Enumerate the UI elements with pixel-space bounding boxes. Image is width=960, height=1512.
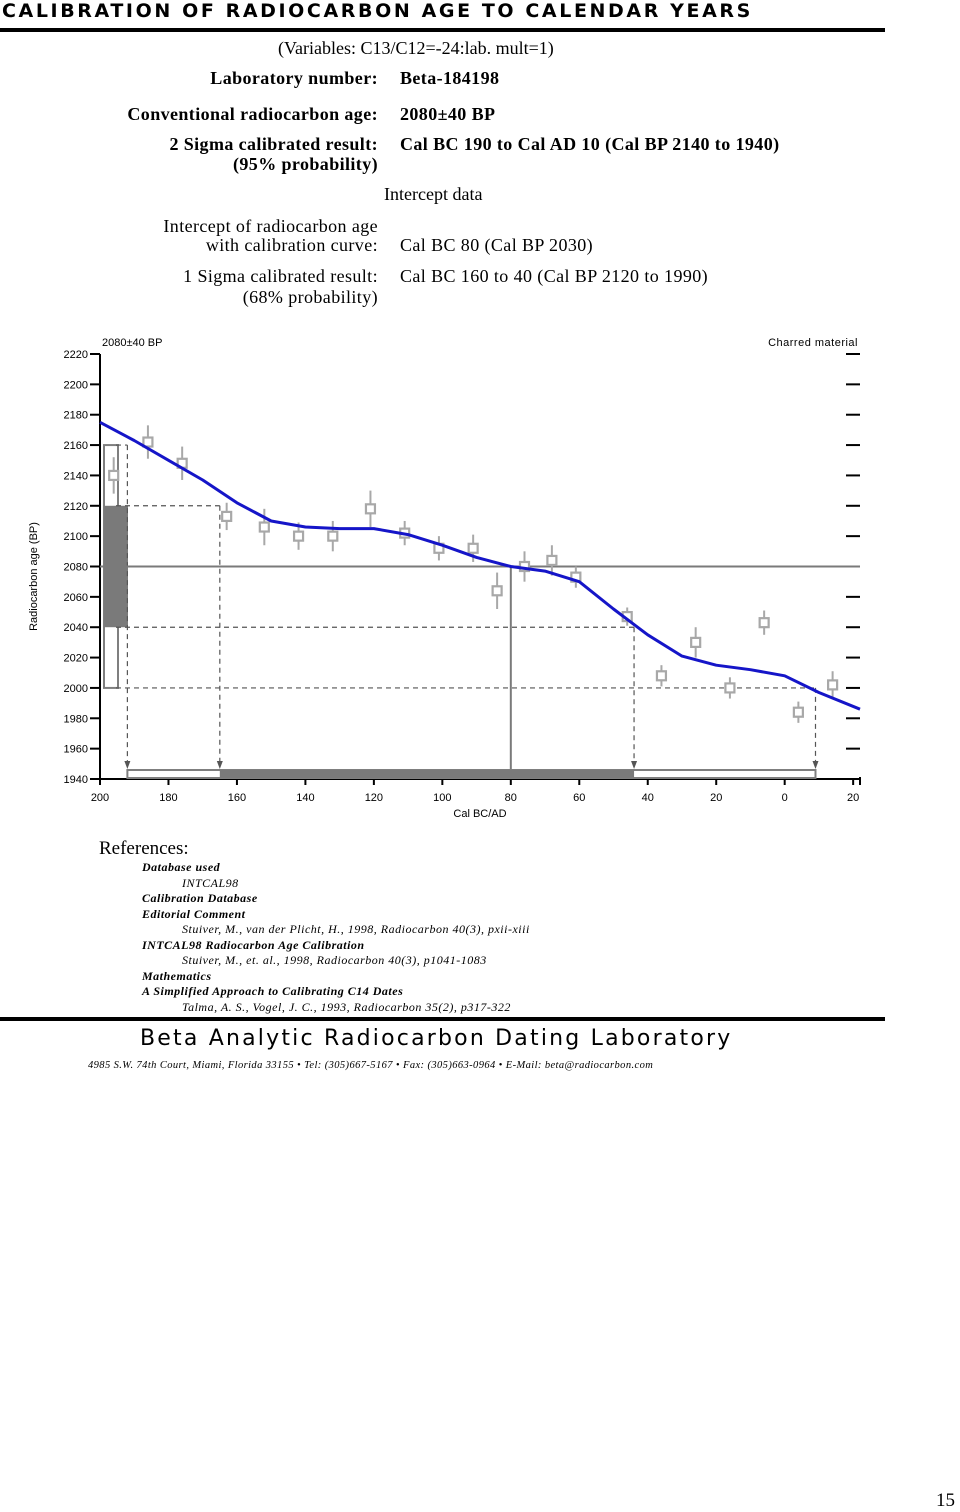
reference-heading: INTCAL98 Radiocarbon Age Calibration xyxy=(142,937,365,952)
intercept-label-line2: with calibration curve: xyxy=(205,235,378,255)
x-tick-label: 160 xyxy=(228,792,246,804)
y-tick-label: 2220 xyxy=(64,349,88,361)
measured-age-label: 2080±40 BP xyxy=(102,337,162,349)
header-rule xyxy=(0,28,885,32)
reference-heading: Editorial Comment xyxy=(142,906,246,921)
y-tick-label: 2020 xyxy=(64,653,88,665)
sample-material-label: Charred material xyxy=(768,337,858,349)
reference-heading: Calibration Database xyxy=(142,891,258,905)
two-sigma-value: Cal BC 190 to Cal AD 10 (Cal BP 2140 to … xyxy=(400,134,780,154)
data-point xyxy=(491,585,503,597)
report-header: CALIBRATION OF RADIOCARBON AGE TO CALEND… xyxy=(0,0,885,36)
drop-arrowhead xyxy=(124,761,131,769)
y-tick-label: 2160 xyxy=(64,440,88,452)
references-title: References: xyxy=(99,838,189,859)
calibration-chart: 2080±40 BP Charred material 2220 2200 2180 21… xyxy=(28,337,861,820)
x-tick-label: 0 xyxy=(782,792,788,804)
x-tick-label: 200 xyxy=(91,792,109,804)
one-sigma-value: Cal BC 160 to 40 (Cal BP 2120 to 1990) xyxy=(400,266,709,286)
variables-line: (Variables: C13/C12=-24:lab. mult=1) xyxy=(278,38,554,58)
intercept-value: Cal BC 80 (Cal BP 2030) xyxy=(400,235,594,255)
data-point xyxy=(258,521,270,533)
intercept-label-line1: Intercept of radiocarbon age xyxy=(163,216,378,236)
reference-citation: INTCAL98 xyxy=(182,875,239,890)
references-section: References: xyxy=(99,838,189,860)
reference-heading: A Simplified Approach to Calibrating C14… xyxy=(142,984,404,998)
x-tick-label: 120 xyxy=(365,792,383,804)
y-tick-label: 2140 xyxy=(64,470,88,482)
reference-citation: Talma, A. S., Vogel, J. C., 1993, Radioc… xyxy=(182,999,511,1014)
data-point xyxy=(655,670,668,682)
reference-citation: Stuiver, M., van der Plicht, H., 1998, R… xyxy=(182,922,530,936)
one-sigma-label: 1 Sigma calibrated result: xyxy=(183,266,378,286)
data-point xyxy=(758,617,770,629)
y-tick-label: 2000 xyxy=(64,683,88,695)
x-tick-label: 20 xyxy=(847,792,859,804)
x-tick-label: 20 xyxy=(710,792,722,804)
x-tick-label: 140 xyxy=(296,792,314,804)
two-sigma-label: 2 Sigma calibrated result: xyxy=(169,134,378,154)
lab-number-value: Beta-184198 xyxy=(400,68,500,88)
y-tick-label: 2040 xyxy=(64,622,88,634)
lab-number-label: Laboratory number: xyxy=(210,68,378,88)
page-number: 15 xyxy=(936,1490,955,1511)
conventional-age-label: Conventional radiocarbon age: xyxy=(127,104,378,124)
drop-arrowhead xyxy=(216,761,223,769)
y-tick-label: 1940 xyxy=(64,774,88,786)
intercept-data-title: Intercept data xyxy=(384,184,483,204)
drop-arrowhead xyxy=(812,761,819,769)
y-tick-label: 2120 xyxy=(64,501,88,513)
x-tick-label: 40 xyxy=(642,792,654,804)
data-point xyxy=(467,542,479,554)
data-point xyxy=(142,436,154,448)
data-point xyxy=(690,636,702,648)
data-point xyxy=(827,679,839,691)
y-tick-label: 2200 xyxy=(64,379,88,391)
x-tick-label: 100 xyxy=(433,792,451,804)
conventional-age-value: 2080±40 BP xyxy=(400,104,496,124)
reference-heading: Database used xyxy=(142,860,221,874)
laboratory-name: Beta Analytic Radiocarbon Dating Laborat… xyxy=(140,1026,733,1051)
reference-citation: Stuiver, M., et. al., 1998, Radiocarbon … xyxy=(182,953,487,967)
data-point xyxy=(792,706,804,718)
data-point xyxy=(724,682,736,694)
data-point xyxy=(546,554,558,567)
data-point xyxy=(327,530,339,542)
y-axis-title: Radiocarbon age (BP) xyxy=(28,522,40,631)
y-tick-label: 2060 xyxy=(64,592,88,604)
y-tick-label: 1960 xyxy=(64,744,88,756)
drop-arrowhead xyxy=(631,761,638,769)
y-tick-label: 1980 xyxy=(64,713,88,725)
x-tick-label: 60 xyxy=(573,792,585,804)
y-tick-label: 2180 xyxy=(64,410,88,422)
data-point xyxy=(108,469,120,482)
x-tick-label: 80 xyxy=(505,792,517,804)
footer-rule-top xyxy=(0,1017,885,1021)
one-sigma-calendar-range xyxy=(219,770,635,778)
x-axis-title: Cal BC/AD xyxy=(453,808,506,820)
two-sigma-probability: (95% probability) xyxy=(233,154,378,174)
x-tick-label: 180 xyxy=(159,792,177,804)
data-point xyxy=(364,503,377,515)
laboratory-address: 4985 S.W. 74th Court, Miami, Florida 331… xyxy=(88,1060,654,1071)
reference-heading: Mathematics xyxy=(142,968,212,983)
data-point xyxy=(221,510,233,523)
calibration-curve xyxy=(99,420,861,711)
data-point xyxy=(292,530,305,542)
y-tick-label: 2080 xyxy=(64,562,88,574)
report-title: CALIBRATION OF RADIOCARBON AGE TO CALEND… xyxy=(2,0,753,22)
one-sigma-probability: (68% probability) xyxy=(242,287,378,307)
y-tick-label: 2100 xyxy=(64,531,88,543)
